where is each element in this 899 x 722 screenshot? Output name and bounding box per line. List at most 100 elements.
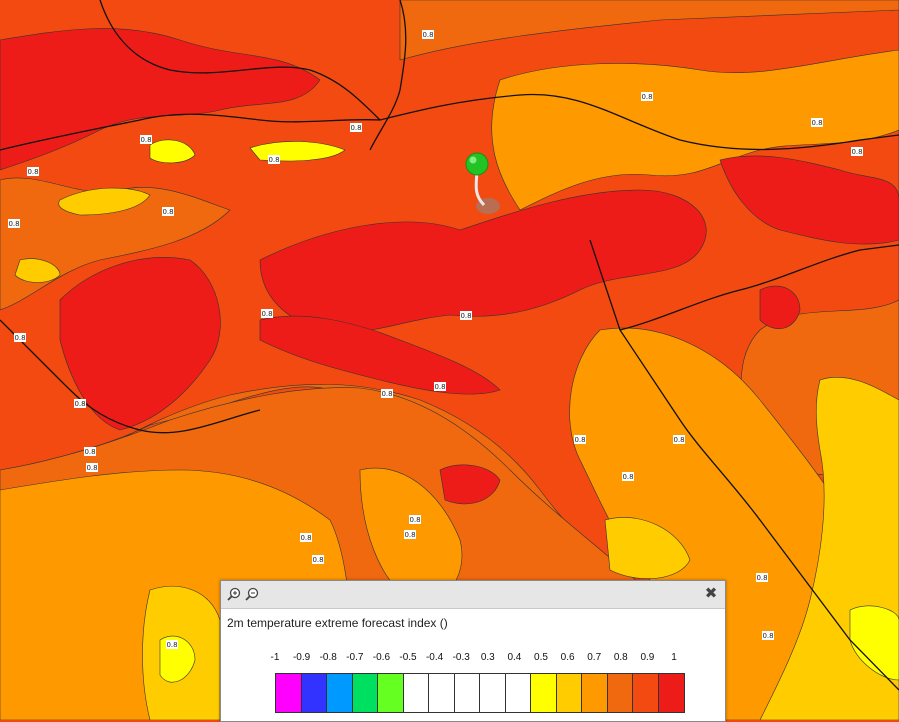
svg-text:0.8: 0.8 [811, 119, 822, 127]
legend-swatch [556, 674, 582, 712]
legend-swatch [454, 674, 480, 712]
contour-label: 0.8 [422, 30, 434, 39]
contour-label: 0.8 [851, 147, 863, 156]
contour-label: 0.8 [622, 472, 634, 481]
contour-label: 0.8 [673, 435, 685, 444]
contour-label: 0.8 [762, 631, 774, 640]
legend-swatch [276, 674, 302, 712]
zoom-in-icon[interactable] [227, 587, 241, 601]
region-07-east [491, 49, 899, 211]
region-10-north [0, 28, 321, 171]
contour-label: 0.8 [86, 463, 98, 472]
legend-scale-label: -0.8 [319, 652, 337, 663]
region-10-east-2 [719, 155, 899, 245]
svg-text:0.8: 0.8 [166, 641, 177, 649]
legend-scale-label: -0.3 [452, 652, 470, 663]
svg-text:0.8: 0.8 [460, 312, 471, 320]
contour-label: 0.8 [641, 92, 653, 101]
legend-scale-label: -0.7 [346, 652, 364, 663]
svg-text:0.8: 0.8 [641, 93, 652, 101]
svg-text:0.8: 0.8 [381, 390, 392, 398]
contour-label: 0.8 [300, 533, 312, 542]
svg-text:0.8: 0.8 [162, 208, 173, 216]
country-borders [0, 0, 899, 691]
contour-label: 0.8 [312, 555, 324, 564]
svg-text:0.8: 0.8 [268, 156, 279, 164]
legend-swatch [429, 674, 455, 712]
region-10-east-patch [759, 285, 801, 329]
svg-text:0.8: 0.8 [27, 168, 38, 176]
contour-label: 0.8 [166, 640, 178, 649]
legend-scale-label: 0.6 [560, 652, 575, 663]
contour-labels: 0.8 0.8 0.8 0.8 0.8 0.8 0.8 0.8 0.8 0.8 … [8, 30, 863, 649]
close-icon[interactable]: ✖ [704, 584, 718, 602]
svg-text:0.8: 0.8 [84, 448, 95, 456]
legend-swatch [582, 674, 608, 712]
contour-label: 0.8 [8, 219, 20, 228]
contour-label: 0.8 [409, 515, 421, 524]
svg-text:0.8: 0.8 [8, 220, 19, 228]
contour-label: 0.8 [350, 123, 362, 132]
legend-scale-label: 0.7 [587, 652, 602, 663]
legend-color-scale [275, 673, 685, 713]
legend-scale-label: -1 [270, 652, 280, 663]
region-10-west [59, 257, 221, 431]
legend-swatch [327, 674, 353, 712]
svg-text:0.8: 0.8 [312, 556, 323, 564]
legend-panel-toolbar: ✖ [221, 581, 725, 609]
contour-label: 0.8 [261, 309, 273, 318]
legend-scale-label: -0.5 [399, 652, 417, 663]
svg-text:0.8: 0.8 [673, 436, 684, 444]
zoom-out-icon[interactable] [245, 587, 259, 601]
svg-text:0.8: 0.8 [74, 400, 85, 408]
legend-scale-label: 0.9 [640, 652, 655, 663]
svg-text:0.8: 0.8 [140, 136, 151, 144]
svg-text:0.8: 0.8 [409, 516, 420, 524]
svg-text:0.8: 0.8 [756, 574, 767, 582]
region-06-patch-1 [58, 187, 151, 216]
legend-scale-label: 1 [671, 652, 677, 663]
contour-label: 0.8 [574, 435, 586, 444]
legend-scale-label: -0.6 [372, 652, 391, 663]
svg-text:0.8: 0.8 [14, 334, 25, 342]
contour-label: 0.8 [14, 333, 26, 342]
region-05-patch-1 [149, 139, 196, 164]
legend-swatch [607, 674, 633, 712]
location-marker-pin-icon[interactable] [465, 152, 500, 214]
contour-label: 0.8 [381, 389, 393, 398]
contour-label: 0.8 [162, 207, 174, 216]
legend-panel: ✖ 2m temperature extreme forecast index … [220, 580, 726, 722]
region-06-patch-2 [14, 258, 61, 283]
legend-scale-label: 0.5 [534, 652, 548, 663]
svg-text:0.8: 0.8 [851, 148, 862, 156]
contour-label: 0.8 [140, 135, 152, 144]
contour-label: 0.8 [811, 118, 823, 127]
region-10-lower [259, 315, 501, 395]
contour-label: 0.8 [268, 155, 280, 164]
legend-swatch [352, 674, 378, 712]
svg-text:0.8: 0.8 [422, 31, 433, 39]
legend-swatch [378, 674, 404, 712]
legend-swatch [505, 674, 531, 712]
contour-label: 0.8 [460, 311, 472, 320]
legend-swatch [480, 674, 506, 712]
contour-label: 0.8 [756, 573, 768, 582]
contour-label: 0.8 [404, 530, 416, 539]
svg-text:0.8: 0.8 [86, 464, 97, 472]
legend-swatch [633, 674, 659, 712]
legend-scale-label: 0.8 [613, 652, 628, 663]
legend-swatch [658, 674, 684, 712]
svg-text:0.8: 0.8 [434, 383, 445, 391]
contour-label: 0.8 [434, 382, 446, 391]
region-06-patch-3 [604, 517, 691, 580]
svg-text:0.8: 0.8 [300, 534, 311, 542]
contour-label: 0.8 [27, 167, 39, 176]
legend-scale-label: 0.4 [507, 652, 522, 663]
legend-scale-label: -0.4 [425, 652, 444, 663]
svg-text:0.8: 0.8 [350, 124, 361, 132]
svg-text:0.8: 0.8 [762, 632, 773, 640]
legend-scale-label: 0.3 [480, 652, 495, 663]
legend-scale-labels: -1 -0.9 -0.8 -0.7 -0.6 -0.5 -0.4 -0.3 0.3 0.4 0.5 0… [257, 652, 717, 664]
contour-label: 0.8 [84, 447, 96, 456]
contour-label: 0.8 [74, 399, 86, 408]
